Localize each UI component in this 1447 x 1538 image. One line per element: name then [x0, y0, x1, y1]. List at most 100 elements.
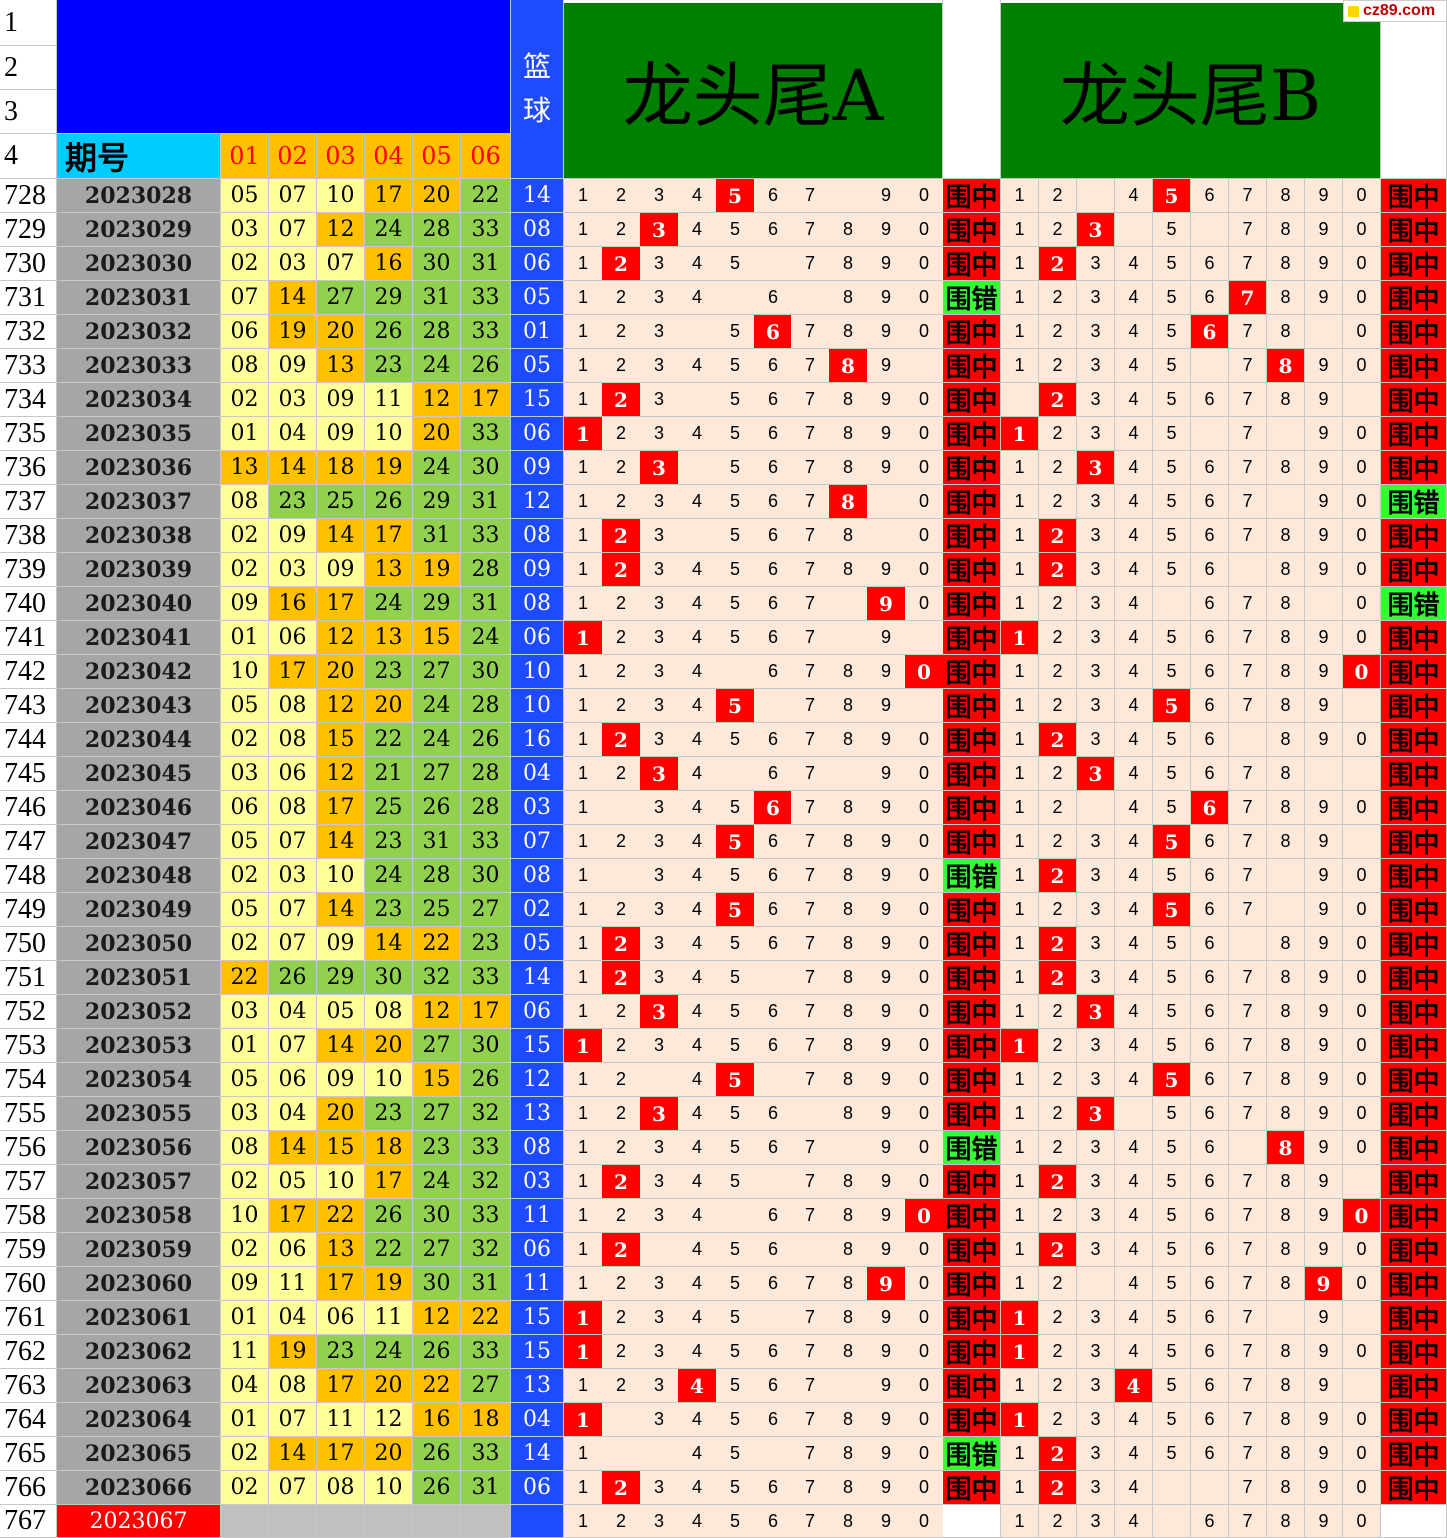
- digit-b[interactable]: 2: [1039, 1131, 1077, 1165]
- digit-a[interactable]: 3: [640, 1029, 679, 1063]
- ball-number[interactable]: [221, 1505, 269, 1538]
- digit-a[interactable]: 0: [905, 1301, 944, 1335]
- result-b[interactable]: 围中: [1381, 893, 1447, 927]
- digit-a[interactable]: [791, 1097, 830, 1131]
- result-a[interactable]: 围中: [943, 417, 1001, 451]
- digit-b[interactable]: 6: [1191, 1063, 1229, 1097]
- result-b[interactable]: 围中: [1381, 281, 1447, 315]
- digit-b[interactable]: 8: [1267, 213, 1305, 247]
- digit-b[interactable]: 2: [1039, 1505, 1077, 1538]
- digit-a[interactable]: 2: [602, 587, 641, 621]
- digit-a[interactable]: 9: [867, 859, 906, 893]
- row-header[interactable]: 732: [0, 315, 57, 349]
- digit-b[interactable]: [1229, 1131, 1267, 1165]
- digit-b[interactable]: 1: [1001, 1165, 1039, 1199]
- ball-number[interactable]: 10: [317, 179, 365, 213]
- result-b[interactable]: 围中: [1381, 349, 1447, 383]
- ball-number[interactable]: 03: [269, 383, 317, 417]
- basketball-number[interactable]: 15: [511, 1335, 564, 1369]
- digit-b[interactable]: 6: [1191, 1029, 1229, 1063]
- ball-number[interactable]: 20: [317, 315, 365, 349]
- digit-b[interactable]: 8: [1267, 247, 1305, 281]
- digit-b[interactable]: 8: [1267, 1505, 1305, 1538]
- digit-a[interactable]: 8: [829, 1301, 868, 1335]
- digit-a[interactable]: 1: [564, 859, 603, 893]
- ball-number[interactable]: 24: [413, 1165, 461, 1199]
- issue-number[interactable]: 2023060: [57, 1267, 221, 1301]
- ball-number[interactable]: 11: [269, 1267, 317, 1301]
- digit-b[interactable]: [1153, 1471, 1191, 1505]
- result-a[interactable]: 围中: [943, 383, 1001, 417]
- result-b[interactable]: 围中: [1381, 1165, 1447, 1199]
- digit-a[interactable]: 7: [791, 1199, 830, 1233]
- digit-a[interactable]: 0: [905, 281, 944, 315]
- digit-a[interactable]: 2: [602, 281, 641, 315]
- basketball-number[interactable]: 04: [511, 1403, 564, 1437]
- digit-b[interactable]: 9: [1305, 281, 1343, 315]
- digit-a[interactable]: 5: [716, 1267, 755, 1301]
- digit-a[interactable]: 8: [829, 1097, 868, 1131]
- digit-b[interactable]: [1077, 179, 1115, 213]
- digit-b[interactable]: 2: [1039, 1437, 1077, 1471]
- digit-b[interactable]: 9: [1305, 1267, 1343, 1301]
- ball-number[interactable]: 11: [317, 1403, 365, 1437]
- digit-b[interactable]: 9: [1305, 519, 1343, 553]
- result-a[interactable]: 围中: [943, 451, 1001, 485]
- digit-a[interactable]: 8: [829, 1471, 868, 1505]
- basketball-number[interactable]: 06: [511, 621, 564, 655]
- result-b[interactable]: 围错: [1381, 485, 1447, 519]
- digit-a[interactable]: 5: [716, 1403, 755, 1437]
- digit-b[interactable]: 9: [1305, 1471, 1343, 1505]
- digit-b[interactable]: [1343, 1165, 1381, 1199]
- ball-number[interactable]: 33: [461, 961, 511, 995]
- digit-b[interactable]: 5: [1153, 757, 1191, 791]
- digit-a[interactable]: 0: [905, 383, 944, 417]
- ball-number[interactable]: 08: [269, 791, 317, 825]
- digit-a[interactable]: 9: [867, 791, 906, 825]
- digit-a[interactable]: 2: [602, 383, 641, 417]
- digit-b[interactable]: 3: [1077, 349, 1115, 383]
- digit-b[interactable]: 2: [1039, 1165, 1077, 1199]
- digit-b[interactable]: 0: [1343, 893, 1381, 927]
- digit-b[interactable]: 0: [1343, 1403, 1381, 1437]
- result-b[interactable]: 围中: [1381, 179, 1447, 213]
- digit-b[interactable]: 7: [1229, 961, 1267, 995]
- digit-a[interactable]: 5: [716, 213, 755, 247]
- digit-a[interactable]: 9: [867, 689, 906, 723]
- digit-b[interactable]: 6: [1191, 179, 1229, 213]
- basketball-number[interactable]: 14: [511, 961, 564, 995]
- digit-a[interactable]: 3: [640, 417, 679, 451]
- result-a[interactable]: 围中: [943, 927, 1001, 961]
- digit-b[interactable]: 4: [1115, 315, 1153, 349]
- digit-b[interactable]: 9: [1305, 1505, 1343, 1538]
- digit-a[interactable]: 5: [716, 519, 755, 553]
- result-a[interactable]: 围中: [943, 893, 1001, 927]
- digit-a[interactable]: 9: [867, 553, 906, 587]
- ball-number[interactable]: 03: [221, 213, 269, 247]
- digit-a[interactable]: 4: [678, 1335, 717, 1369]
- ball-number[interactable]: 02: [221, 1233, 269, 1267]
- digit-a[interactable]: 0: [905, 859, 944, 893]
- digit-a[interactable]: 2: [602, 1029, 641, 1063]
- digit-a[interactable]: 7: [791, 587, 830, 621]
- digit-a[interactable]: 2: [602, 1471, 641, 1505]
- result-b[interactable]: 围中: [1381, 247, 1447, 281]
- digit-b[interactable]: [1305, 587, 1343, 621]
- digit-a[interactable]: [829, 1131, 868, 1165]
- digit-a[interactable]: [716, 655, 755, 689]
- digit-a[interactable]: 7: [791, 247, 830, 281]
- digit-a[interactable]: 4: [678, 893, 717, 927]
- row-header[interactable]: 743: [0, 689, 57, 723]
- digit-b[interactable]: 9: [1305, 1029, 1343, 1063]
- ball-number[interactable]: 14: [317, 519, 365, 553]
- digit-b[interactable]: [1343, 757, 1381, 791]
- digit-b[interactable]: 7: [1229, 1471, 1267, 1505]
- digit-a[interactable]: 7: [791, 1437, 830, 1471]
- result-b[interactable]: 围中: [1381, 1063, 1447, 1097]
- digit-a[interactable]: 9: [867, 383, 906, 417]
- ball-number[interactable]: 08: [365, 995, 413, 1029]
- digit-a[interactable]: [791, 1233, 830, 1267]
- digit-b[interactable]: 7: [1229, 587, 1267, 621]
- ball-number[interactable]: 22: [221, 961, 269, 995]
- digit-a[interactable]: 8: [829, 689, 868, 723]
